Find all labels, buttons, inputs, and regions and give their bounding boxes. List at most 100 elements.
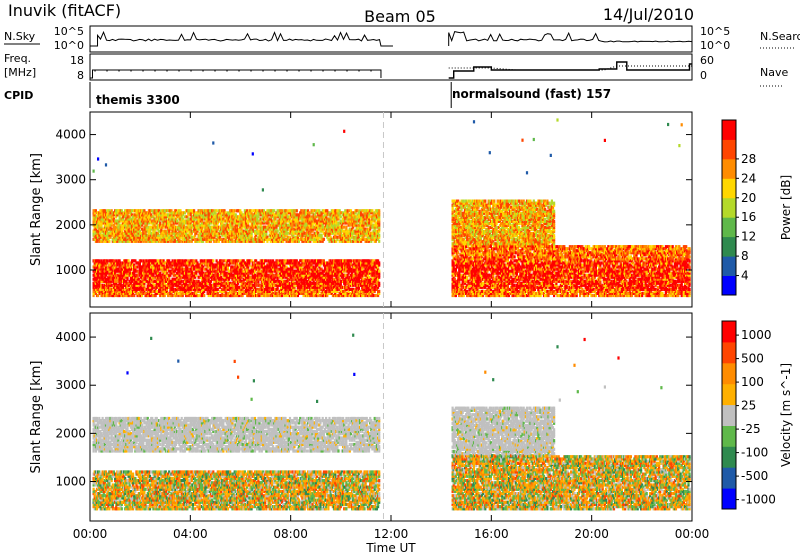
power-panel-cell: [228, 227, 231, 231]
power-panel-cell: [179, 209, 182, 213]
power-panel-cell: [205, 283, 208, 287]
power-panel-cell: [181, 259, 184, 263]
power-panel-cell: [98, 289, 101, 293]
power-panel-cell: [212, 237, 215, 241]
power-panel-cell: [156, 265, 159, 269]
power-panel-cell: [151, 277, 154, 281]
power-panel-cell: [171, 293, 174, 298]
power-panel-cell: [172, 271, 175, 275]
power-panel-cell: [251, 223, 254, 227]
power-panel-cell: [187, 291, 190, 295]
power-panel-cell: [258, 261, 261, 265]
power-panel-cell: [147, 237, 150, 241]
power-panel-cell: [161, 231, 164, 235]
power-panel-cell: [125, 269, 128, 273]
power-panel-cell: [98, 237, 101, 241]
power-panel-cell: [164, 239, 167, 243]
power-panel-cell: [117, 279, 120, 283]
power-panel-cell: [176, 231, 179, 235]
power-panel-cell: [176, 225, 179, 229]
power-panel-cell: [98, 227, 101, 231]
power-panel-cell: [172, 217, 175, 221]
power-panel-cell: [164, 267, 167, 271]
power-panel-cell: [265, 237, 268, 241]
nave-dot: [130, 70, 132, 72]
power-panel-cell: [155, 285, 158, 289]
power-panel-cell: [189, 263, 192, 267]
power-panel-cell: [104, 273, 108, 277]
power-panel-cell: [251, 271, 254, 275]
power-panel-cell: [281, 293, 284, 298]
power-panel-cell: [190, 231, 193, 235]
power-panel-cell: [156, 227, 159, 231]
power-panel-cell: [148, 225, 152, 229]
power-panel-cell: [182, 223, 185, 227]
power-panel-cell: [129, 289, 132, 293]
power-panel-cell: [221, 225, 224, 229]
power-panel-cell: [199, 215, 202, 219]
power-panel-cell: [97, 269, 100, 273]
power-panel-cell: [179, 269, 182, 273]
power-panel-cell: [269, 259, 272, 263]
power-panel-cell: [231, 233, 234, 237]
power-panel-cell: [109, 225, 112, 229]
power-panel-cell: [155, 221, 158, 225]
power-panel-cell: [221, 223, 224, 227]
power-panel-cell: [177, 237, 180, 241]
power-panel-cell: [207, 231, 210, 235]
power-panel-cell: [283, 263, 286, 267]
power-panel-cell: [120, 289, 123, 293]
power-panel-cell: [229, 281, 232, 285]
power-panel-cell: [156, 269, 159, 273]
power-panel-cell: [247, 229, 250, 233]
power-panel-cell: [144, 271, 147, 275]
power-panel-cell: [216, 265, 219, 269]
power-panel-cell: [255, 263, 258, 267]
power-panel-cell: [111, 275, 114, 279]
power-panel-cell: [249, 219, 252, 223]
power-panel-cell: [177, 291, 180, 295]
power-panel-cell: [97, 287, 100, 291]
power-panel-cell: [211, 235, 214, 239]
power-panel-cell: [189, 213, 192, 217]
power-panel-cell: [189, 289, 192, 293]
power-panel-cell: [277, 237, 280, 241]
power-panel-cell: [235, 239, 239, 243]
power-panel-cell: [190, 275, 193, 279]
power-panel-cell: [115, 279, 118, 283]
power-panel-cell: [136, 283, 139, 287]
power-panel-cell: [133, 275, 136, 279]
power-panel-cell: [101, 235, 104, 239]
power-panel-cell: [188, 279, 191, 283]
power-panel-cell: [302, 237, 305, 241]
power-panel-cell: [266, 267, 269, 271]
power-panel-cell: [129, 217, 132, 221]
power-panel-cell: [211, 265, 214, 269]
power-panel-cell: [220, 279, 223, 283]
power-panel-cell: [120, 217, 123, 221]
power-panel-cell: [136, 261, 139, 265]
power-panel-cell: [168, 281, 171, 285]
power-panel-cell: [189, 227, 192, 231]
power-panel-cell: [230, 275, 233, 279]
power-panel-cell: [125, 217, 128, 221]
power-panel-cell: [124, 223, 127, 227]
power-panel-cell: [111, 265, 114, 269]
power-panel-cell: [231, 293, 234, 298]
power-panel-cell: [148, 219, 152, 223]
power-panel-cell: [112, 237, 115, 241]
power-panel-cell: [181, 225, 184, 229]
power-panel-cell: [168, 277, 171, 281]
power-panel-cell: [111, 213, 114, 217]
power-panel-cell: [199, 285, 202, 289]
power-panel-cell: [258, 273, 261, 277]
power-panel-cell: [266, 221, 269, 225]
beam-title: Beam 05: [364, 7, 436, 26]
power-panel-cell: [173, 273, 176, 277]
power-panel-cell: [147, 265, 150, 269]
power-panel-cell: [211, 263, 214, 267]
power-panel-cell: [117, 237, 120, 241]
power-panel-cell: [160, 289, 163, 293]
power-panel-cell: [115, 277, 118, 281]
power-panel-cell: [218, 273, 222, 277]
